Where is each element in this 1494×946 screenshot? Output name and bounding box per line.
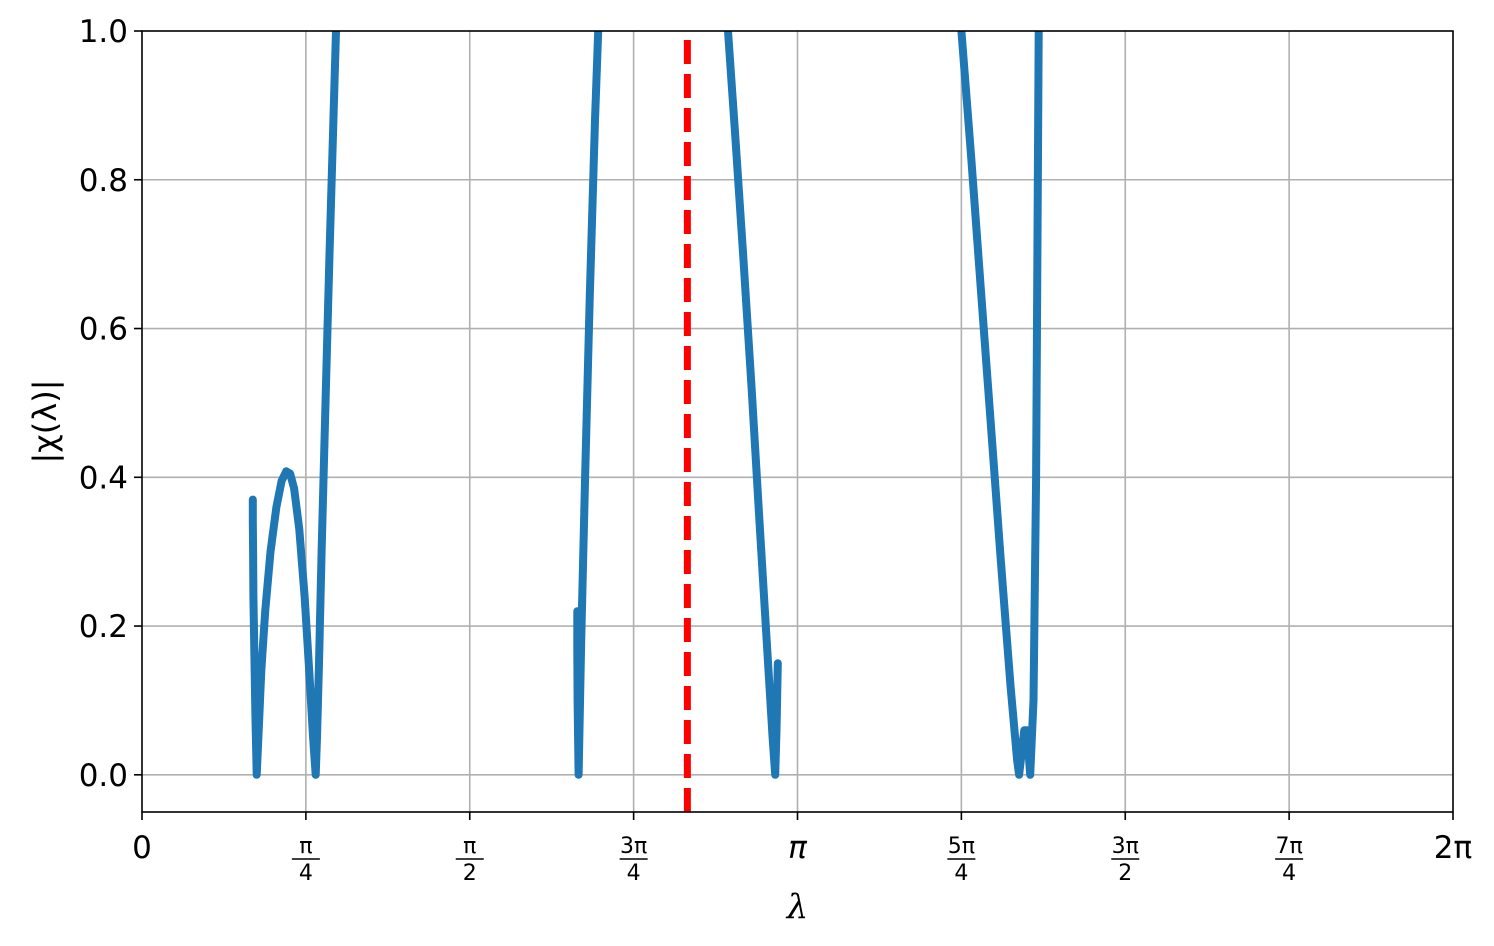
- series-segment: [957, 31, 1043, 779]
- x-tick-label: 5π4: [947, 834, 976, 886]
- x-tick-label: π4: [291, 834, 320, 886]
- x-tick-denominator: 2: [1118, 861, 1132, 886]
- y-tick-label: 0.8: [79, 163, 128, 199]
- y-tick-label: 0.6: [79, 312, 128, 348]
- x-tick-numerator: 3π: [620, 834, 647, 859]
- y-tick-label: 0.4: [79, 460, 128, 496]
- x-tick-numerator: 5π: [948, 834, 975, 859]
- grid: [142, 31, 1453, 812]
- x-tick-label: π: [788, 830, 808, 866]
- series-segment: [248, 31, 340, 779]
- x-tick-denominator: 4: [627, 861, 641, 886]
- x-tick-numerator: π: [463, 834, 476, 859]
- x-tick-label: 7π4: [1275, 834, 1304, 886]
- series-segment: [724, 31, 782, 779]
- series-segment: [573, 31, 603, 779]
- x-axis-label: λ: [785, 887, 809, 927]
- x-tick-numerator: 7π: [1276, 834, 1303, 859]
- x-tick-denominator: 4: [299, 861, 313, 886]
- y-tick-label: 0.0: [79, 758, 128, 794]
- y-axis-label: |χ(λ)|: [26, 380, 64, 464]
- x-tick-label: 0: [132, 830, 152, 866]
- x-tick-label: 2π: [1434, 830, 1472, 866]
- y-axis-ticks: 0.0 0.2 0.4 0.6 0.8 1.0: [79, 14, 142, 794]
- y-tick-label: 1.0: [79, 14, 128, 50]
- x-tick-denominator: 4: [954, 861, 968, 886]
- y-tick-label: 0.2: [79, 609, 128, 645]
- x-tick-denominator: 2: [463, 861, 477, 886]
- plot-series: [248, 31, 1043, 779]
- x-tick-label: 3π4: [619, 834, 648, 886]
- x-tick-numerator: π: [299, 834, 312, 859]
- x-tick-denominator: 4: [1282, 861, 1296, 886]
- x-tick-label: π2: [455, 834, 484, 886]
- x-tick-label: 3π2: [1111, 834, 1140, 886]
- x-tick-numerator: 3π: [1112, 834, 1139, 859]
